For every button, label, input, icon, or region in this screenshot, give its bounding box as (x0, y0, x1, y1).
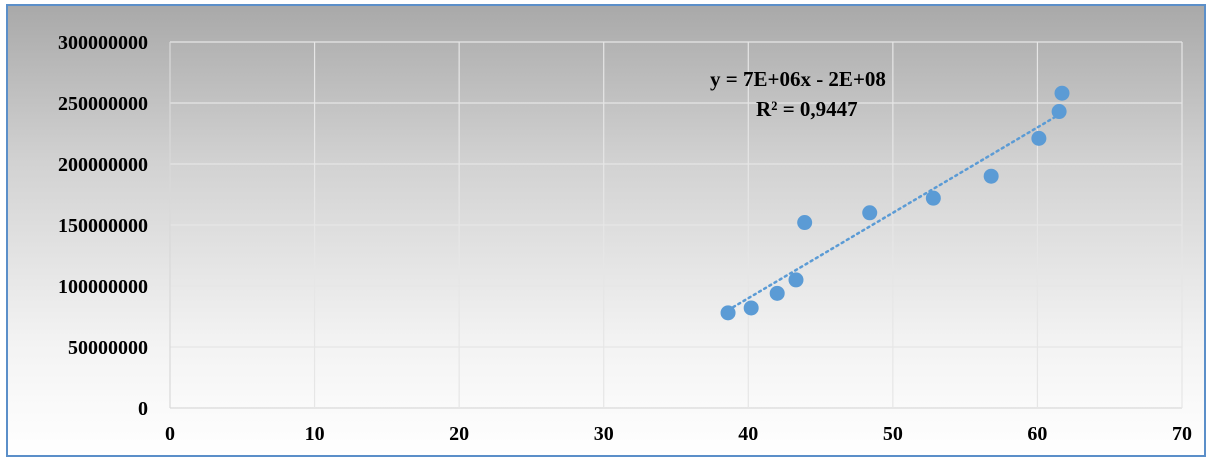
trendline-equation: y = 7E+06x - 2E+08 (710, 67, 886, 91)
data-point (1051, 104, 1067, 120)
trendline (726, 111, 1064, 312)
x-tick-label: 20 (449, 423, 469, 445)
y-tick-label: 100000000 (58, 276, 148, 298)
x-tick-label: 40 (738, 423, 758, 445)
data-point (788, 272, 804, 288)
y-tick-label: 200000000 (58, 154, 148, 176)
data-point (1031, 130, 1047, 146)
data-points (720, 85, 1070, 321)
data-point (720, 305, 736, 321)
y-tick-label: 250000000 (58, 93, 148, 115)
data-point (797, 215, 813, 231)
x-tick-label: 10 (305, 423, 325, 445)
y-axis-tick-labels: 0 50000000 100000000 150000000 200000000 2500… (58, 32, 148, 420)
x-tick-label: 70 (1172, 423, 1192, 445)
data-point (1054, 85, 1070, 101)
chart-area: 0 50000000 100000000 150000000 200000000 2500… (6, 4, 1206, 457)
x-tick-label: 50 (883, 423, 903, 445)
data-point (769, 285, 785, 301)
data-point (925, 190, 941, 206)
x-axis-tick-labels: 0 10 20 30 40 50 60 70 (165, 423, 1192, 445)
x-tick-label: 30 (594, 423, 614, 445)
data-point (862, 205, 878, 221)
data-point (983, 168, 999, 184)
trendline-r-squared: R² = 0,9447 (756, 97, 858, 121)
y-tick-label: 300000000 (58, 32, 148, 54)
data-point (743, 300, 759, 316)
y-tick-label: 150000000 (58, 215, 148, 237)
y-tick-label: 50000000 (68, 337, 148, 359)
x-tick-label: 60 (1027, 423, 1047, 445)
x-tick-label: 0 (165, 423, 175, 445)
trendline-path (726, 111, 1064, 312)
gridlines (169, 41, 1183, 409)
y-tick-label: 0 (138, 398, 148, 420)
scatter-chart: 0 50000000 100000000 150000000 200000000 2500… (58, 32, 1192, 445)
